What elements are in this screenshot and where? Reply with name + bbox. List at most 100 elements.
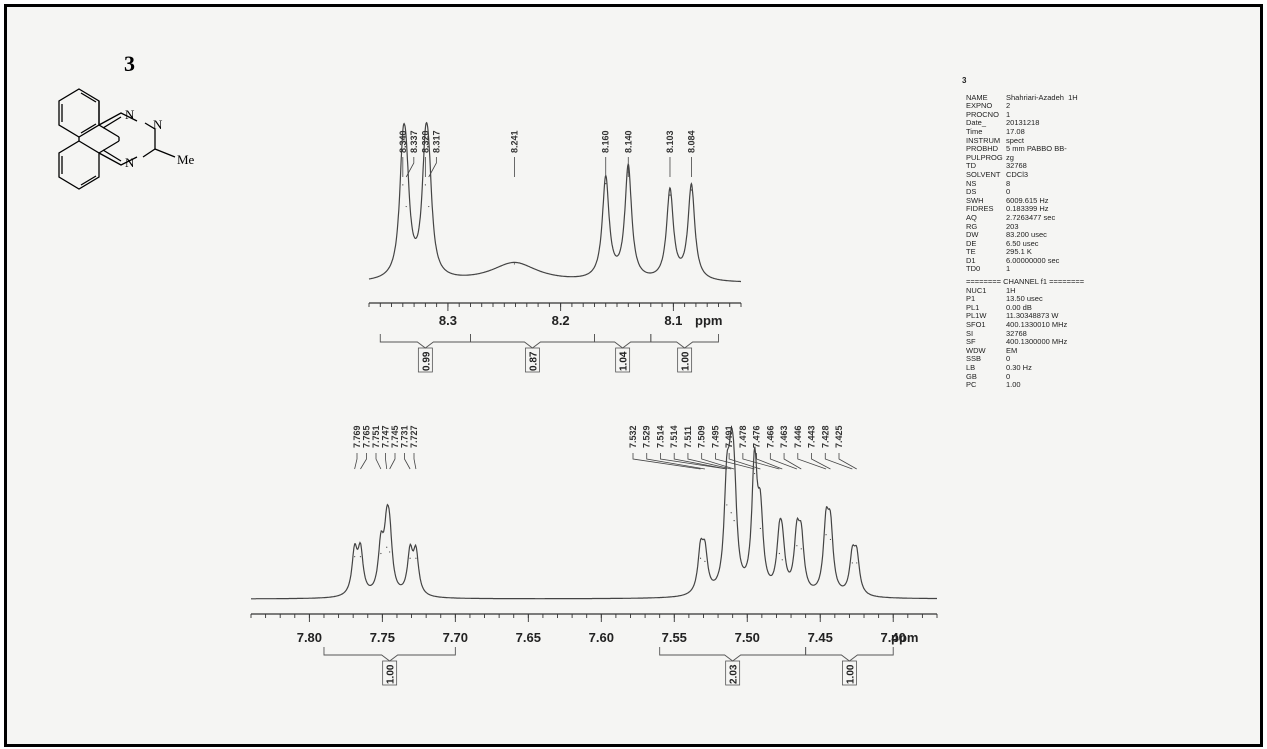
integral-bracket [805,647,894,662]
peak-mark [856,562,858,564]
peak-mark [669,194,671,196]
peak-leader [405,157,415,178]
integral-value: 0.99 [421,351,432,371]
param-row: NS 8 [962,178,1137,189]
spectrum-1: 8.3 8.2 8.1 ppm 8.340 8.337 8.320 8.317 8.241 8.1… [368,121,742,373]
peak-label: 8.140 [623,130,633,153]
params-title: 3 [962,76,967,85]
peak-mark [409,557,411,559]
peak-label: 8.337 [409,130,419,153]
param-row: INSTRUM spect [962,135,1137,146]
param-value: 13.50 usec [1006,294,1043,304]
peak-label: 8.103 [665,130,675,153]
peak-leader [660,453,727,470]
peak-mark [829,538,832,541]
param-key: SI [966,328,974,338]
param-key: DW [966,230,979,240]
param-value: 1 [1006,109,1011,119]
param-value: 1 [1006,264,1011,274]
integral-value: 1.00 [681,351,692,371]
integral-value: 2.03 [729,664,740,684]
param-key: NS [966,178,977,188]
param-value: 6.50 usec [1006,238,1039,248]
tick-label: 7.55 [662,630,687,645]
integral-value: 1.00 [386,664,397,684]
param-value: 2.7263477 sec [1006,212,1056,222]
integral-bracket [594,334,652,349]
peak-mark [851,562,853,564]
peak-label: 8.160 [601,130,611,153]
peak-leader [646,453,705,470]
param-value: 83.200 usec [1006,230,1047,240]
param-key: SSB [966,354,982,364]
peak-label: 7.495 [710,425,720,448]
param-value: spect [1006,135,1024,145]
param-value: 6.00000000 sec [1006,255,1060,265]
tick-label: 7.45 [808,630,833,645]
param-key: PROCNO [966,109,999,119]
integral-bracket [659,647,807,662]
param-row: NAME Shahriari-Azadeh 1H [962,92,1137,103]
param-key: TD0 [966,264,981,274]
peak-leader [824,453,853,470]
param-key: DE [966,238,977,248]
param-key: EXPNO [966,101,993,111]
param-row: LB 0.30 Hz [962,363,1137,373]
param-value: 11.30348873 W [1006,311,1059,321]
n-label-1: N [125,107,135,122]
param-value: 32768 [1006,161,1027,171]
peak-leader [783,453,802,470]
peak-mark [359,556,362,558]
param-key: LB [966,363,976,372]
param-value: 1.00 [1006,380,1021,390]
molecule-structure: N N N Me [58,88,195,190]
param-value: 8 [1006,178,1011,188]
param-key: NAME [966,92,988,102]
acquisition-parameters: 3 NAME Shahriari-Azadeh 1H EXPNO 2 PROCNO 1 Da… [962,76,1137,390]
peak-mark [513,263,516,265]
param-row: SSB 0 [962,355,1137,364]
integral-bracket [470,334,595,349]
tick-label: 7.50 [735,630,760,645]
param-row: PL1 0.00 dB [962,303,1137,313]
peak-label: 7.529 [642,425,652,448]
peak-leader [701,453,735,470]
peak-label: 7.514 [655,425,665,448]
peak-label: 7.466 [765,425,775,448]
peak-mark [781,559,783,561]
param-row: SF 400.1300000 MHz [962,338,1137,347]
peak-leader [632,453,701,470]
param-row: TD 32768 [962,162,1137,171]
x-axis-label: ppm [891,630,918,645]
peak-leader [797,453,827,470]
param-row: SI 32768 [962,328,1137,339]
peak-mark [800,548,802,550]
spectrum-trace [251,427,937,600]
peak-leader [360,453,367,470]
spectrum-trace [368,121,741,283]
param-value: Shahriari-Azadeh 1H [1006,92,1078,102]
param-key: NUC1 [966,285,987,295]
param-key: PC [966,380,977,390]
param-key: Time [966,126,983,136]
peak-leader [428,157,437,178]
param-key: RG [966,221,978,231]
peak-label: 7.511 [683,426,693,448]
peak-leader [769,453,798,470]
peak-label: 7.428 [820,425,830,448]
methyl-label: Me [177,152,195,167]
peak-leader [404,453,411,470]
param-value: CDCl3 [1006,169,1029,179]
compound-label: 3 [124,51,135,76]
param-row: SOLVENT CDCl3 [962,169,1137,180]
peak-mark [690,189,693,191]
param-row: RG 203 [962,221,1137,232]
param-row: PROCNO 1 [962,109,1137,120]
peak-leader [715,453,755,470]
peak-leader [413,453,417,470]
peak-label: 8.320 [420,130,430,153]
param-value: 0 [1006,187,1011,197]
param-row: PC 1.00 [962,381,1137,390]
param-row: PL1W 11.30348873 W [962,312,1137,321]
